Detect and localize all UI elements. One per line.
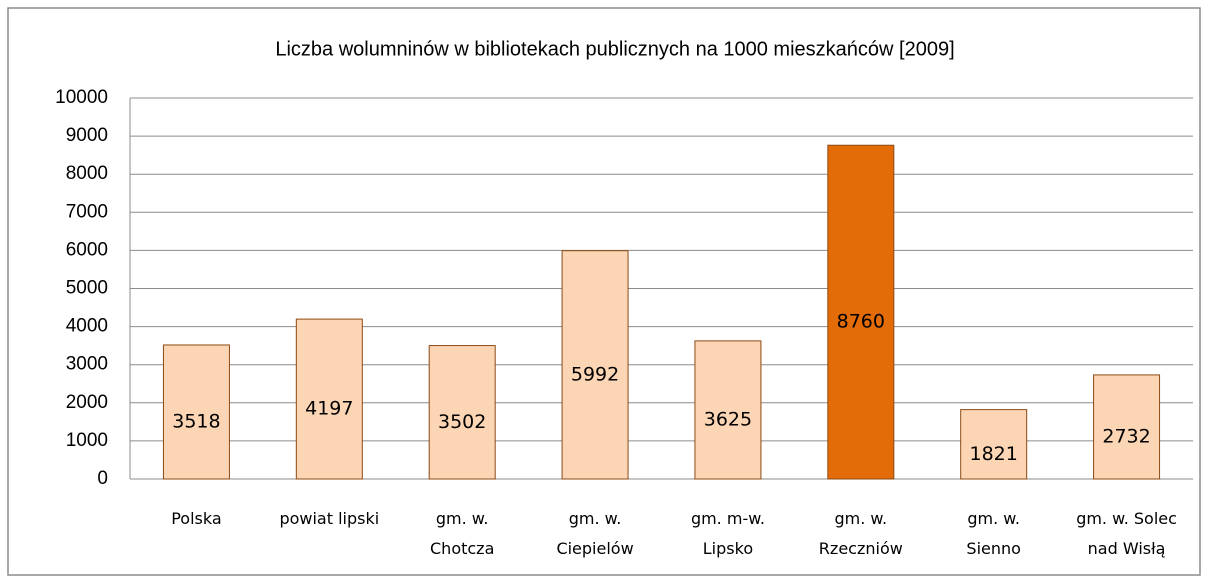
y-tick-label: 0 [97, 468, 108, 489]
bar [561, 250, 629, 480]
bar [827, 144, 895, 480]
bar [960, 409, 1028, 480]
bar [295, 318, 363, 480]
y-tick-label: 9000 [66, 125, 108, 146]
y-tick-label: 7000 [66, 201, 108, 222]
value-label: 2732 [1102, 425, 1150, 447]
y-tick-label: 1000 [66, 430, 108, 451]
y-tick-label: 8000 [66, 163, 108, 184]
x-tick-label: gm. w. Rzeczniów [819, 509, 903, 558]
bar [428, 345, 496, 480]
x-tick-label: Polska [171, 509, 221, 528]
value-label: 3502 [438, 411, 486, 433]
y-tick-label: 3000 [66, 354, 108, 375]
value-label: 3625 [704, 408, 752, 430]
bar [162, 344, 230, 480]
y-tick-label: 2000 [66, 392, 108, 413]
value-label: 1821 [970, 443, 1018, 465]
y-tick-label: 5000 [66, 278, 108, 299]
y-tick-label: 4000 [66, 316, 108, 337]
x-tick-label: gm. m-w. Lipsko [691, 509, 765, 558]
value-label: 5992 [571, 363, 619, 385]
value-label: 8760 [837, 311, 885, 333]
y-tick-label: 6000 [66, 239, 108, 260]
x-tick-label: gm. w. Sienno [966, 509, 1021, 558]
value-label: 3518 [172, 410, 220, 432]
y-tick-label: 10000 [55, 87, 108, 108]
bar [1093, 374, 1161, 480]
value-label: 4197 [305, 398, 353, 420]
bar [694, 340, 762, 480]
x-tick-label: gm. w. Solec nad Wisłą [1076, 509, 1177, 558]
chart-title: Liczba wolumninów w bibliotekach publicz… [275, 38, 954, 60]
x-tick-label: gm. w. Chotcza [430, 509, 494, 558]
x-tick-label: gm. w. Ciepielów [556, 509, 633, 558]
x-tick-label: powiat lipski [279, 509, 379, 528]
